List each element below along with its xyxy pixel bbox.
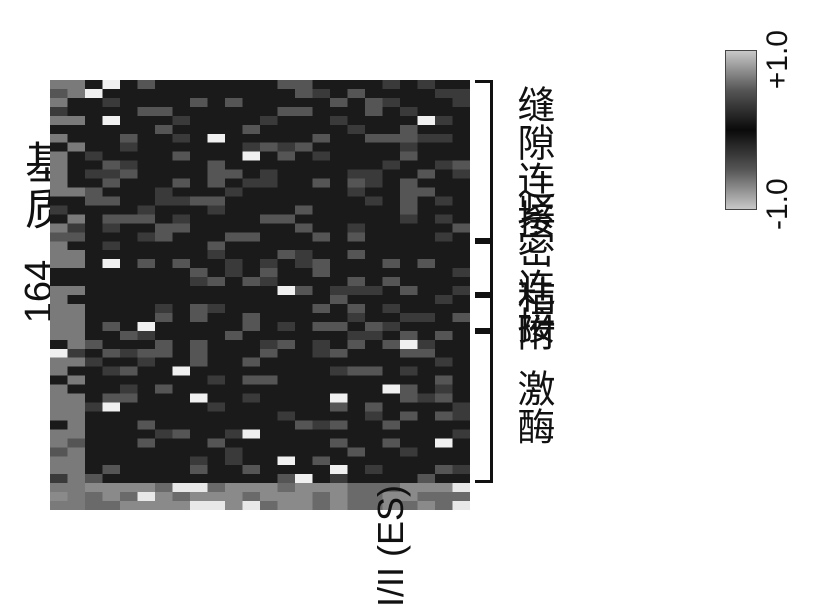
group-bracket <box>475 80 493 241</box>
group-label: 激酶 <box>505 369 560 445</box>
heatmap-canvas <box>50 80 470 510</box>
colorbar-ticks: -1.0 +1.0 <box>761 30 795 230</box>
colorbar-min: -1.0 <box>761 178 795 230</box>
colorbar-max: +1.0 <box>761 30 795 89</box>
colorbar: -1.0 +1.0 <box>725 30 795 230</box>
group-bracket <box>475 295 493 331</box>
x-axis-label: I/II (ES) <box>370 485 412 607</box>
colorbar-gradient <box>725 50 757 210</box>
group-bracket <box>475 331 493 483</box>
group-label: 粘附 <box>505 275 560 351</box>
group-bracket <box>475 241 493 295</box>
heatmap-container <box>50 80 470 510</box>
